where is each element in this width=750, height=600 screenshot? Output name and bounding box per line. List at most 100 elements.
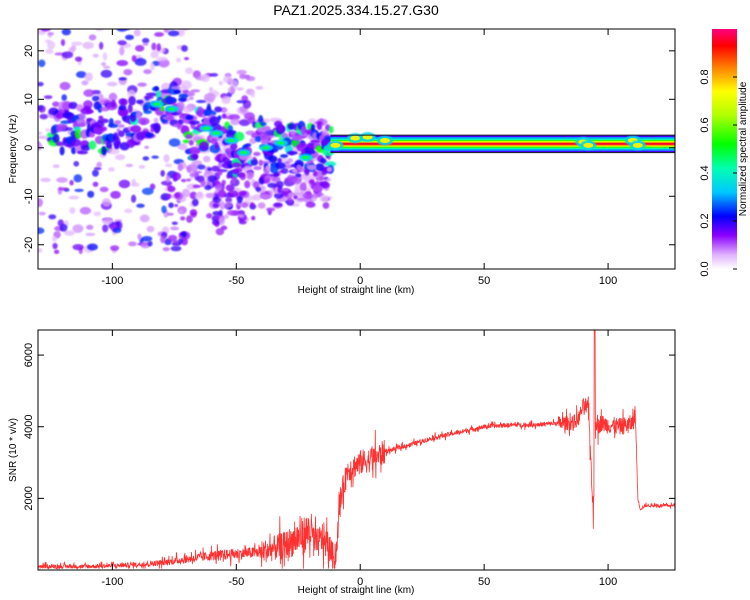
- spectrogram-noise-blob: [192, 184, 202, 188]
- spectrogram-noise-blob: [259, 193, 272, 199]
- spectrogram-ridge-blob: [114, 120, 122, 125]
- snr-frame: [37, 329, 676, 571]
- spectrogram-noise-blob: [156, 43, 162, 52]
- spectrogram-noise-blob: [279, 157, 288, 163]
- spectrogram-noise-blob: [133, 29, 141, 37]
- spectrogram-noise-blob: [118, 77, 127, 81]
- spectrogram-noise-blob: [267, 182, 277, 188]
- spectrogram-noise-blob: [172, 172, 182, 181]
- spectrogram-noise-blob: [239, 190, 247, 196]
- colorbar-tick-label: 0.0: [699, 261, 711, 276]
- snr-x-tick-label: -50: [228, 576, 244, 588]
- spectrogram-ridge-blob: [260, 121, 267, 127]
- spectrogram-noise-blob: [69, 207, 76, 214]
- spectrogram-noise-blob: [197, 164, 206, 170]
- spectrogram-noise-blob: [141, 187, 154, 196]
- spectrogram-noise-blob: [312, 169, 318, 177]
- spectrogram-noise-blob: [262, 160, 271, 165]
- spectrogram-noise-blob: [207, 175, 218, 182]
- spectrogram-noise-blob: [227, 190, 239, 198]
- spectrogram-noise-blob: [194, 192, 205, 200]
- snr-y-ticks: 2000 4000 6000: [23, 343, 675, 511]
- spectrogram-noise-blob: [146, 225, 155, 233]
- spectrogram-ridge-blob: [280, 154, 289, 158]
- spectrogram-band-layer: [330, 143, 675, 145]
- spectrogram-ridge-blob: [320, 157, 327, 164]
- spectrogram-ridge-blob: [52, 133, 60, 144]
- spectrogram-ridge-blob: [193, 149, 200, 154]
- spectrogram-noise-blob: [40, 177, 52, 183]
- spectrogram-noise-blob: [38, 135, 49, 140]
- spectrogram-ridge-blob: [199, 141, 209, 151]
- spectrogram-noise-blob: [165, 163, 173, 168]
- spectrogram-noise-blob: [85, 232, 96, 237]
- spectrogram-ridge-blob: [120, 98, 128, 106]
- spectrogram-noise-blob: [178, 238, 184, 245]
- spectrogram-noise-blob: [52, 236, 58, 242]
- spectrogram-noise-blob: [38, 198, 44, 207]
- spectrogram-noise-blob: [178, 24, 190, 28]
- spectrogram-ridge-blob: [97, 118, 109, 124]
- spectrogram-noise-blob: [142, 156, 150, 161]
- spectrogram-ridge-blob: [55, 141, 65, 147]
- spectrogram-noise-blob: [239, 73, 247, 80]
- spectrogram-ridge-blob: [182, 139, 190, 144]
- spectrogram-ridge-blob: [145, 132, 154, 138]
- spectrogram-noise-blob: [221, 95, 231, 105]
- spectrogram-ridge-blob: [78, 122, 87, 127]
- spectrogram-noise-blob: [204, 92, 216, 102]
- spectrogram-ridge-blob: [173, 89, 181, 94]
- spectrogram-noise-blob: [92, 181, 99, 187]
- spectrogram-ridge-blob: [97, 103, 103, 113]
- spectrogram-noise-blob: [138, 165, 146, 169]
- spectrogram-noise-blob: [223, 214, 229, 220]
- spectrogram-ridge-blob: [262, 125, 271, 132]
- spectrogram-noise-blob: [306, 164, 317, 171]
- snr-plot-area: [38, 330, 675, 570]
- spectrogram-x-tick-label: 100: [599, 275, 617, 287]
- spectrogram-noise-blob: [277, 186, 283, 194]
- spectrogram-y-tick-label: 0: [23, 145, 35, 151]
- spectrogram-noise-blob: [220, 215, 225, 222]
- spectrogram-noise-blob: [65, 127, 74, 131]
- spectrogram-noise-blob: [181, 45, 188, 52]
- spectrogram-x-axis-title: Height of straight line (km): [298, 285, 415, 296]
- spectrogram-ridge-blob: [110, 99, 117, 108]
- spectrogram-noise-blob: [130, 194, 137, 203]
- spectrogram-noise-blob: [53, 249, 60, 255]
- spectrogram-noise-blob: [153, 117, 159, 124]
- spectrogram-noise-blob: [38, 81, 44, 87]
- spectrogram-band-lump-core: [632, 142, 643, 148]
- spectrogram-ridge-blob: [290, 134, 303, 141]
- spectrogram-noise-blob: [278, 169, 285, 174]
- spectrogram-noise-blob: [225, 201, 233, 208]
- spectrogram-noise-blob: [212, 211, 222, 216]
- colorbar-ticks: 0.0 0.2 0.4 0.6 0.8: [699, 69, 737, 277]
- snr-series-line: [38, 330, 675, 570]
- spectrogram-noise-blob: [240, 202, 249, 208]
- spectrogram-ridge-blob: [261, 139, 271, 144]
- spectrogram-noise-blob: [184, 56, 190, 61]
- spectrogram-noise-blob: [61, 51, 74, 59]
- spectrogram-x-tick-label: -100: [101, 275, 123, 287]
- spectrogram-noise-blob: [168, 234, 178, 242]
- spectrogram-noise-blob: [163, 154, 170, 163]
- spectrogram-ridge-blob: [185, 115, 194, 121]
- spectrogram-ridge-blob: [71, 146, 77, 155]
- spectrogram-ridge-blob: [192, 153, 198, 160]
- snr-x-tick-label: 0: [357, 576, 363, 588]
- spectrogram-noise-blob: [147, 240, 153, 247]
- spectrogram-noise-blob: [252, 194, 262, 201]
- spectrogram-noise-blob: [171, 221, 178, 225]
- spectrogram-ridge-blob: [221, 113, 227, 119]
- spectrogram-noise-blob: [326, 167, 333, 172]
- spectrogram-noise-blob: [167, 30, 180, 37]
- spectrogram-noise-blob: [244, 180, 251, 189]
- spectrogram-noise-blob: [206, 213, 213, 219]
- spectrogram-noise-blob: [95, 29, 104, 32]
- spectrogram-noise-blob: [160, 235, 166, 244]
- spectrogram-noise-blob: [86, 224, 94, 230]
- spectrogram-noise-blob: [263, 177, 270, 182]
- spectrogram-noise-blob: [39, 113, 49, 120]
- spectrogram-band-lump-core: [350, 135, 361, 141]
